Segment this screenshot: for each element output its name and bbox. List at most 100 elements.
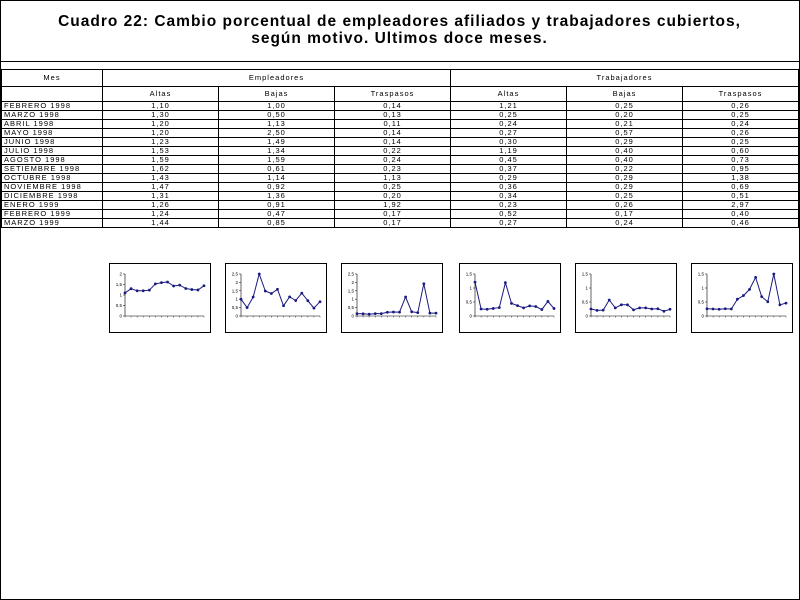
value-cell: 1,36 [218,191,335,201]
value-cell: 0,26 [566,200,683,210]
value-cell: 0,34 [450,191,567,201]
value-cell: 0,17 [334,209,451,219]
value-cell: 0,24 [682,119,799,129]
value-cell: 1,20 [102,128,219,138]
value-cell: 1,53 [102,146,219,156]
y-tick-label: 0,5 [232,305,239,310]
data-point [552,307,556,310]
y-tick-label: 0,5 [466,300,473,305]
value-cell: 0,23 [334,164,451,174]
data-point [778,303,782,307]
data-point [595,309,599,312]
data-point [662,309,666,313]
value-cell: 0,29 [450,173,567,183]
data-point [613,306,617,310]
data-point [632,308,635,312]
value-cell: 0,61 [218,164,335,174]
data-point [510,302,513,305]
mes-cell: OCTUBRE 1998 [1,173,103,183]
data-point [644,306,648,310]
y-tick-label: 1 [701,286,704,291]
header-row-sub: Altas Bajas Traspasos Altas Bajas Traspa… [1,86,799,102]
table-row: MAYO 1998 1,20 2,50 0,14 0,27 0,57 0,26 [1,128,799,138]
value-cell: 0,14 [334,137,451,147]
value-cell: 0,46 [682,218,799,228]
data-point [473,280,477,284]
data-point [503,281,507,285]
value-cell: 1,92 [334,200,451,210]
value-cell: 1,10 [102,101,219,111]
data-point [748,288,751,291]
table-row: JULIO 1998 1,53 1,34 0,22 1,19 0,40 0,60 [1,146,799,156]
data-point [172,284,176,288]
value-cell: 0,25 [450,110,567,120]
data-point [742,294,745,297]
value-cell: 1,20 [102,119,219,129]
data-point [269,292,273,295]
value-cell: 0,29 [566,182,683,192]
data-point [184,287,188,290]
table-row: JUNIO 1998 1,23 1,49 0,14 0,30 0,29 0,25 [1,137,799,147]
empleadores-header: Empleadores [102,69,451,87]
data-point [772,272,776,276]
y-tick-label: 2,5 [348,272,355,277]
value-cell: 0,25 [566,101,683,111]
value-cell: 0,69 [682,182,799,192]
table-row: OCTUBRE 1998 1,43 1,14 1,13 0,29 0,29 1,38 [1,173,799,183]
y-tick-label: 1,5 [582,272,589,277]
mini-chart-altas-trabajadores: 1,5 1 0,5 0 [459,263,561,333]
value-cell: 0,73 [682,155,799,165]
data-point [528,304,532,308]
data-point [379,312,383,316]
data-point [367,312,371,316]
value-cell: 0,91 [218,200,335,210]
value-cell: 0,45 [450,155,567,165]
value-cell: 0,26 [682,101,799,111]
value-cell: 1,13 [218,119,335,129]
value-cell: 0,22 [566,164,683,174]
mini-chart-bajas-empleadores: 2,5 2 1,5 1 0,5 0 [225,263,327,333]
data-point [160,281,163,285]
value-cell: 1,00 [218,101,335,111]
y-tick-label: 0,5 [116,303,123,308]
data-point [656,307,660,311]
value-cell: 1,49 [218,137,335,147]
data-point [135,289,139,293]
value-cell: 0,30 [450,137,567,147]
data-point [385,310,389,314]
value-cell: 0,17 [334,218,451,228]
y-tick-label: 0,5 [348,305,355,310]
data-point [760,295,764,299]
table-row: SETIEMBRE 1998 1,62 0,61 0,23 0,37 0,22 0,95 [1,164,799,174]
mes-cell: MARZO 1999 [1,218,103,228]
data-point [638,306,642,310]
data-point [288,295,292,299]
value-cell: 1,59 [102,155,219,165]
value-cell: 1,44 [102,218,219,228]
data-point [306,299,310,303]
value-cell: 0,50 [218,110,335,120]
y-tick-label: 0 [119,314,122,319]
data-point [497,306,501,309]
value-cell: 0,14 [334,101,451,111]
data-point [300,291,304,295]
table-row: MARZO 1998 1,30 0,50 0,13 0,25 0,20 0,25 [1,110,799,120]
data-point [784,301,788,305]
value-cell: 1,19 [450,146,567,156]
data-point [294,299,298,302]
data-point [276,287,279,291]
mes-cell: FEBRERO 1999 [1,209,103,219]
data-point [312,306,316,310]
data-point [711,307,715,311]
table-row: MARZO 1999 1,44 0,85 0,17 0,27 0,24 0,46 [1,218,799,228]
value-cell: 0,20 [334,191,451,201]
value-cell: 0,29 [566,137,683,147]
data-point [717,307,721,311]
y-tick-label: 1 [235,297,238,302]
y-tick-label: 0 [585,314,588,319]
value-cell: 1,23 [102,137,219,147]
data-point [434,311,438,315]
data-point [153,282,157,286]
y-tick-label: 1,5 [348,288,355,293]
data-point [491,307,495,310]
